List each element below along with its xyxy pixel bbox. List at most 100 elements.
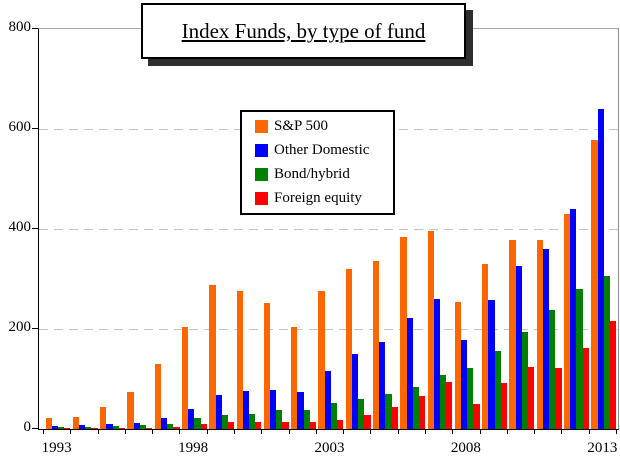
bar-1999-foreign-equity [227, 421, 235, 429]
bar-2000-foreign-equity [255, 422, 262, 429]
bar-2005-foreign-equity [391, 407, 398, 429]
bar-2002-other-domestic [297, 392, 304, 429]
bar-2002-bond-hybrid [303, 410, 310, 429]
bar-2005-bond-hybrid [385, 394, 392, 429]
bar-2013-foreign-equity [609, 321, 617, 429]
x-axis-label-1993: 1993 [41, 440, 72, 456]
x-axis-label-1998: 1998 [178, 440, 209, 456]
bar-2000-s-p-500 [236, 291, 243, 429]
bar-1994-other-domestic [79, 425, 86, 429]
bar-2009-other-domestic [488, 299, 495, 429]
gridline-200 [39, 329, 618, 330]
y-axis-label-800: 800 [8, 19, 32, 35]
y-axis-tick [32, 428, 38, 429]
x-axis-tick [315, 429, 317, 434]
chart-title-box: Index Funds, by type of fund [141, 3, 466, 59]
y-axis-label-600: 600 [8, 119, 32, 135]
legend-swatch-bond-hybrid [255, 168, 268, 181]
chart-title: Index Funds, by type of fund [181, 18, 426, 43]
bar-2006-other-domestic [406, 318, 413, 429]
bar-2012-s-p-500 [564, 213, 571, 429]
bar-2011-foreign-equity [555, 368, 562, 429]
bar-1996-foreign-equity [146, 427, 153, 429]
bar-1993-other-domestic [51, 425, 58, 429]
y-axis-label-400: 400 [8, 219, 32, 235]
bar-2007-bond-hybrid [440, 375, 447, 429]
bar-2003-foreign-equity [337, 420, 344, 429]
bar-2000-bond-hybrid [249, 414, 256, 429]
bar-2001-bond-hybrid [276, 410, 283, 429]
x-axis-tick [534, 429, 536, 434]
bar-1995-other-domestic [106, 424, 113, 429]
x-axis-tick [179, 429, 181, 434]
plot-area [38, 28, 619, 430]
bar-2009-foreign-equity [500, 382, 507, 429]
legend-label-sp500: S&P 500 [274, 118, 329, 134]
x-axis-tick [206, 429, 208, 434]
legend-item-foreign-equity: Foreign equity [255, 191, 393, 206]
bar-2012-other-domestic [570, 208, 577, 429]
bar-1999-s-p-500 [209, 284, 216, 429]
gridline-400 [39, 229, 618, 230]
x-axis-tick [370, 429, 372, 434]
bar-1994-bond-hybrid [85, 427, 92, 429]
x-axis-tick [397, 429, 399, 434]
bar-2009-bond-hybrid [494, 350, 501, 429]
x-axis-tick [288, 429, 290, 434]
x-axis-tick [479, 429, 481, 434]
x-axis-tick [70, 429, 72, 434]
bar-2009-s-p-500 [482, 263, 489, 429]
bar-1999-other-domestic [215, 395, 222, 429]
bar-2007-foreign-equity [446, 381, 453, 429]
x-axis-tick [152, 429, 154, 434]
x-axis-label-2003: 2003 [314, 440, 345, 456]
bar-1997-bond-hybrid [167, 423, 174, 429]
x-axis-tick [616, 429, 617, 434]
x-axis-label-2013: 2013 [587, 440, 618, 456]
bar-1997-other-domestic [160, 418, 168, 429]
legend-label-foreign-equity: Foreign equity [274, 190, 362, 206]
bar-2007-other-domestic [433, 298, 440, 429]
x-axis-tick [343, 429, 345, 434]
bar-1993-bond-hybrid [58, 427, 65, 429]
x-axis-tick [561, 429, 563, 434]
bar-2013-other-domestic [597, 109, 604, 429]
bar-2012-foreign-equity [582, 348, 589, 429]
bar-2008-other-domestic [461, 339, 468, 429]
x-axis-tick [261, 429, 263, 434]
bar-2004-other-domestic [351, 354, 359, 429]
bar-2001-s-p-500 [263, 302, 271, 429]
bar-2004-s-p-500 [345, 268, 352, 429]
bar-2010-s-p-500 [509, 239, 516, 429]
legend-item-sp500: S&P 500 [255, 119, 393, 134]
bar-2001-foreign-equity [282, 422, 289, 429]
x-axis-tick [588, 429, 590, 434]
bar-1995-s-p-500 [100, 406, 107, 429]
y-axis-label-0: 0 [23, 419, 32, 435]
bar-2004-bond-hybrid [358, 399, 365, 429]
bar-2010-other-domestic [515, 265, 522, 429]
bar-2006-s-p-500 [400, 237, 407, 429]
x-axis-tick [234, 429, 235, 434]
bar-2006-bond-hybrid [412, 386, 419, 429]
bar-2011-s-p-500 [536, 240, 543, 429]
bar-2011-other-domestic [542, 248, 550, 429]
bar-1997-foreign-equity [173, 426, 180, 429]
bar-2008-s-p-500 [454, 301, 462, 429]
bar-1994-foreign-equity [91, 428, 98, 429]
bar-2005-s-p-500 [373, 261, 380, 429]
x-axis-tick [124, 429, 126, 434]
bar-1999-bond-hybrid [221, 414, 228, 429]
bar-2013-s-p-500 [591, 140, 598, 429]
bar-2007-s-p-500 [427, 231, 434, 429]
legend-item-other-domestic: Other Domestic [255, 143, 393, 158]
bar-2013-bond-hybrid [603, 275, 610, 429]
bar-2001-other-domestic [270, 389, 277, 429]
bar-2003-bond-hybrid [330, 403, 338, 429]
legend: S&P 500 Other Domestic Bond/hybrid Forei… [240, 110, 395, 215]
bar-1995-foreign-equity [118, 428, 125, 429]
y-axis-tick [32, 128, 38, 129]
bar-2003-s-p-500 [318, 290, 325, 429]
y-axis-tick [32, 228, 38, 229]
bar-2000-other-domestic [242, 391, 249, 429]
